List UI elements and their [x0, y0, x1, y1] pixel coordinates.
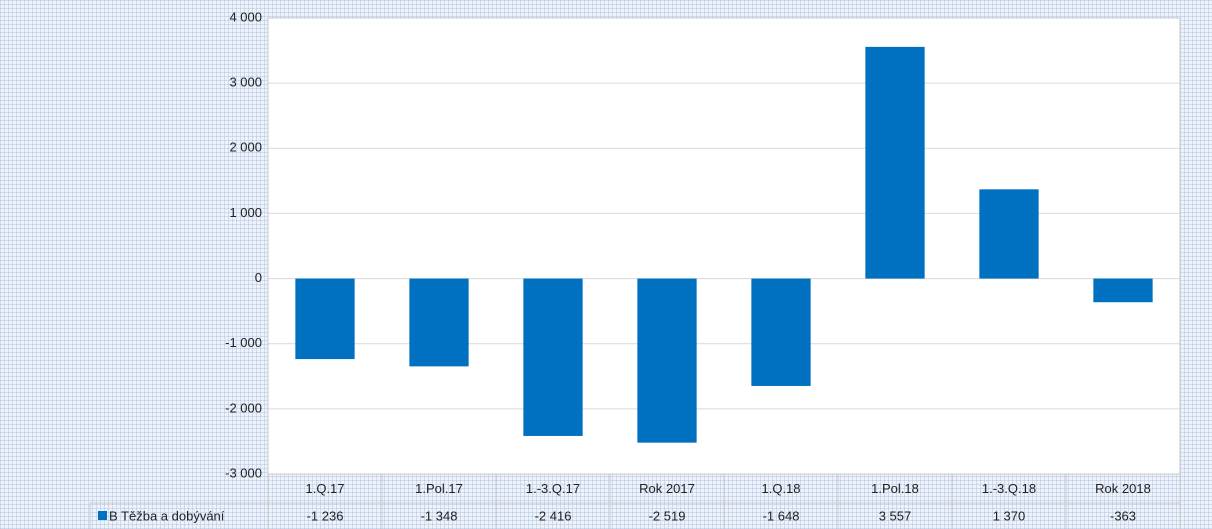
y-tick-label: 2 000: [229, 140, 262, 155]
bar: [409, 278, 469, 367]
y-tick-label: 0: [255, 270, 262, 285]
x-tick-label: Rok 2018: [1095, 481, 1151, 496]
bar: [979, 189, 1039, 279]
data-label: 1 370: [993, 508, 1026, 523]
x-tick-label: Rok 2017: [639, 481, 695, 496]
y-tick-label: 1 000: [229, 205, 262, 220]
legend-label: B Těžba a dobývání: [109, 508, 225, 523]
y-tick-label: -1 000: [225, 335, 262, 350]
plot-area: [268, 18, 1180, 474]
data-label: -1 236: [307, 508, 344, 523]
y-tick-label: 4 000: [229, 9, 262, 24]
bar: [637, 278, 697, 443]
bar: [751, 278, 811, 386]
data-label: -1 648: [763, 508, 800, 523]
bar: [295, 278, 355, 360]
bar: [523, 278, 583, 436]
x-tick-label: 1.-3.Q.17: [526, 481, 580, 496]
x-tick-label: 1.Pol.17: [415, 481, 463, 496]
data-label: -363: [1110, 508, 1136, 523]
data-label: 3 557: [879, 508, 912, 523]
data-label: -2 416: [535, 508, 572, 523]
legend-swatch: [98, 511, 107, 520]
data-label: -1 348: [421, 508, 458, 523]
bar: [865, 46, 925, 279]
bar: [1093, 278, 1153, 303]
x-tick-label: 1.Q.18: [761, 481, 800, 496]
y-tick-label: 3 000: [229, 75, 262, 90]
x-tick-label: 1.Q.17: [305, 481, 344, 496]
y-tick-label: -3 000: [225, 465, 262, 480]
y-tick-label: -2 000: [225, 400, 262, 415]
x-tick-label: 1.Pol.18: [871, 481, 919, 496]
x-tick-label: 1.-3.Q.18: [982, 481, 1036, 496]
data-label: -2 519: [649, 508, 686, 523]
